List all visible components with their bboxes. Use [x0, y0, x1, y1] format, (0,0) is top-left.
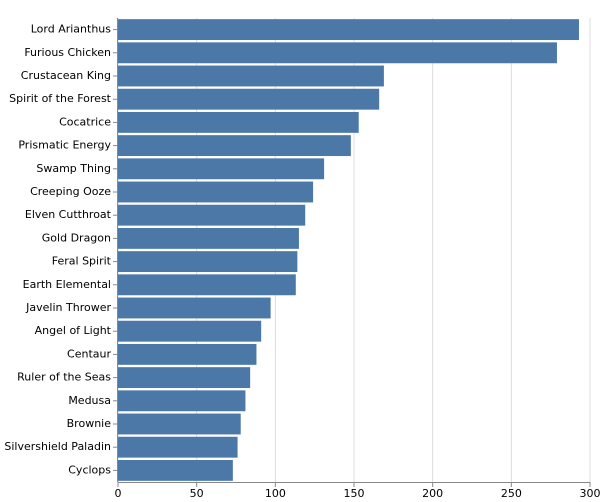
bar [118, 65, 384, 87]
bar [118, 227, 299, 249]
y-tick-label: Prismatic Energy [18, 139, 111, 152]
x-tick-label: 0 [115, 487, 122, 500]
y-tick-label: Feral Spirit [52, 255, 112, 268]
y-tick-label: Elven Cutthroat [25, 208, 112, 221]
bar [118, 367, 251, 389]
y-tick-label: Medusa [68, 394, 111, 407]
x-tick-label: 200 [422, 487, 443, 500]
bar [118, 158, 325, 180]
x-tick-label: 50 [190, 487, 204, 500]
bar [118, 19, 579, 41]
bar [118, 111, 359, 133]
y-tick-label: Crustacean King [21, 69, 111, 82]
y-tick-label: Gold Dragon [42, 231, 111, 244]
y-tick-label: Swamp Thing [36, 162, 111, 175]
y-tick-label: Ruler of the Seas [17, 371, 111, 384]
x-tick-label: 250 [501, 487, 522, 500]
y-tick-label: Spirit of the Forest [9, 92, 112, 105]
bar [118, 42, 557, 64]
bar [118, 390, 246, 412]
bar [118, 343, 257, 365]
y-tick-label: Furious Chicken [24, 46, 111, 59]
bar [118, 135, 351, 157]
bar [118, 459, 233, 481]
y-tick-label: Brownie [67, 417, 112, 430]
bar [118, 88, 380, 110]
bar [118, 413, 241, 435]
bar [118, 181, 314, 203]
y-tick-label: Silvershield Paladin [4, 440, 111, 453]
bar [118, 297, 271, 319]
bar [118, 320, 262, 342]
bar [118, 274, 296, 296]
y-tick-label: Lord Arianthus [31, 23, 112, 36]
x-tick-label: 100 [265, 487, 286, 500]
y-tick-label: Creeping Ooze [30, 185, 111, 198]
y-tick-label: Cocatrice [59, 115, 111, 128]
y-tick-label: Angel of Light [35, 324, 112, 337]
bar [118, 251, 298, 273]
y-tick-label: Javelin Thrower [25, 301, 111, 314]
x-tick-label: 150 [344, 487, 365, 500]
y-tick-label: Earth Elemental [23, 278, 111, 291]
y-tick-label: Centaur [67, 347, 111, 360]
bar [118, 436, 238, 458]
bar [118, 204, 306, 226]
x-tick-label: 300 [580, 487, 601, 500]
y-tick-label: Cyclops [68, 463, 111, 476]
